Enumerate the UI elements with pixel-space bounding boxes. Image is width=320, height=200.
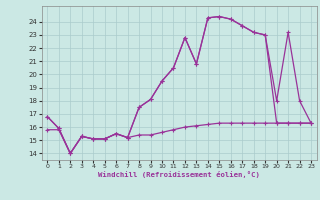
X-axis label: Windchill (Refroidissement éolien,°C): Windchill (Refroidissement éolien,°C) (98, 171, 260, 178)
